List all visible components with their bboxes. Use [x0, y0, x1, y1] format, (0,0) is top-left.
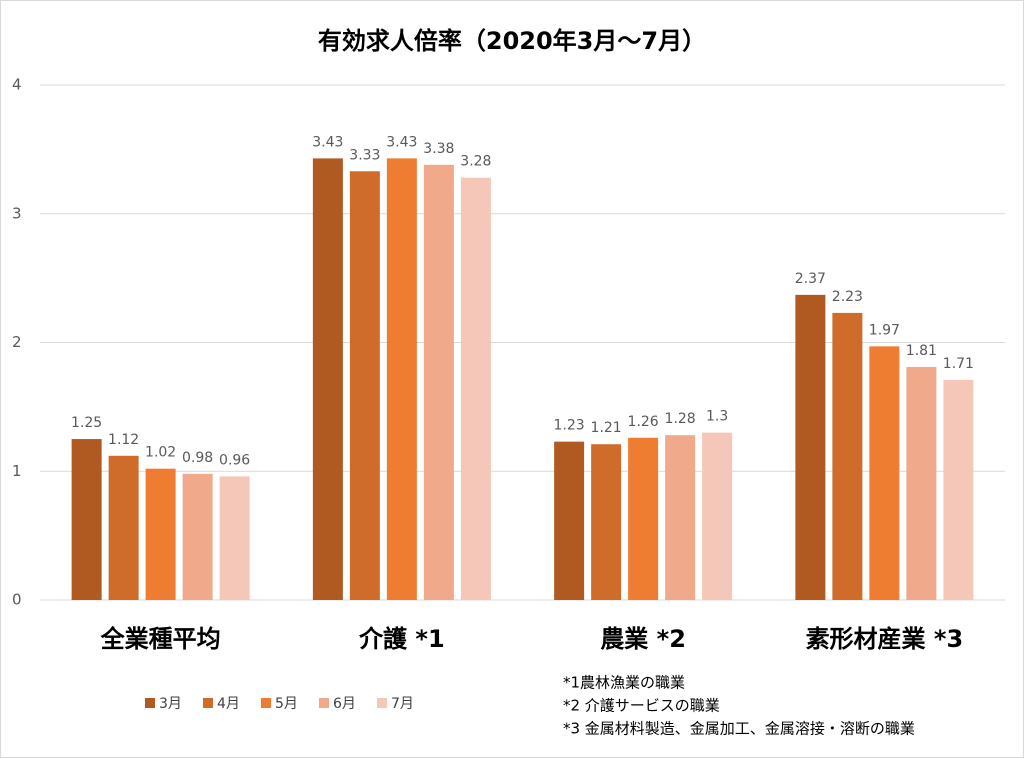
legend-swatch	[203, 698, 213, 708]
value-label: 1.21	[591, 420, 622, 436]
bar	[312, 158, 343, 600]
legend-swatch	[377, 698, 387, 708]
y-tick-label: 2	[12, 333, 22, 351]
value-label: 3.33	[349, 147, 380, 163]
legend-label: 5月	[275, 696, 298, 712]
bar	[108, 455, 139, 600]
bar	[71, 439, 102, 600]
note: *1農林漁業の職業	[563, 674, 685, 692]
x-tick-label: 介護 *1	[358, 625, 445, 653]
value-label: 3.28	[460, 154, 491, 170]
bar	[554, 441, 585, 600]
legend-swatch	[261, 698, 271, 708]
value-label: 1.26	[628, 414, 659, 430]
value-label: 3.43	[386, 134, 417, 150]
y-tick-label: 4	[12, 76, 22, 94]
bar	[349, 171, 380, 600]
bar	[832, 312, 863, 600]
value-label: 1.23	[554, 418, 585, 434]
value-label: 1.25	[71, 415, 102, 431]
legend-label: 6月	[333, 696, 356, 712]
legend-swatch	[145, 698, 155, 708]
note: *3 金属材料製造、金属加工、金属溶接・溶断の職業	[563, 720, 915, 738]
y-tick-label: 0	[12, 591, 22, 609]
bar	[386, 158, 417, 600]
x-tick-label: 素形材産業 *3	[806, 625, 964, 653]
value-label: 0.98	[182, 450, 213, 466]
bar	[591, 444, 622, 600]
legend-swatch	[319, 698, 329, 708]
value-label: 0.96	[219, 452, 250, 468]
bar	[628, 437, 659, 600]
value-label: 3.43	[312, 134, 343, 150]
legend-label: 3月	[159, 696, 182, 712]
bar	[182, 473, 213, 600]
bar	[219, 476, 250, 600]
chart-title: 有効求人倍率（2020年3月～7月）	[318, 27, 706, 55]
value-label: 3.38	[423, 141, 454, 157]
x-tick-label: 農業 *2	[600, 625, 686, 653]
value-label: 1.28	[665, 411, 696, 427]
value-label: 2.23	[832, 289, 863, 305]
value-label: 1.71	[943, 356, 974, 372]
value-label: 2.37	[795, 271, 826, 287]
y-tick-label: 1	[12, 462, 22, 480]
value-label: 1.12	[108, 432, 139, 448]
bar	[906, 366, 937, 600]
legend-label: 7月	[391, 696, 414, 712]
x-tick-label: 全業種平均	[100, 625, 221, 653]
note: *2 介護サービスの職業	[563, 697, 720, 715]
bar	[460, 177, 491, 600]
bar	[702, 432, 733, 600]
bar	[943, 379, 974, 600]
value-label: 1.81	[906, 343, 937, 359]
bar	[795, 294, 826, 600]
value-label: 1.97	[869, 322, 900, 338]
value-label: 1.02	[145, 445, 176, 461]
bar	[423, 164, 454, 600]
legend-label: 4月	[217, 696, 240, 712]
bar	[869, 346, 900, 600]
bar	[665, 435, 696, 600]
bar	[145, 468, 176, 600]
y-tick-label: 3	[12, 204, 22, 222]
value-label: 1.3	[706, 409, 728, 425]
